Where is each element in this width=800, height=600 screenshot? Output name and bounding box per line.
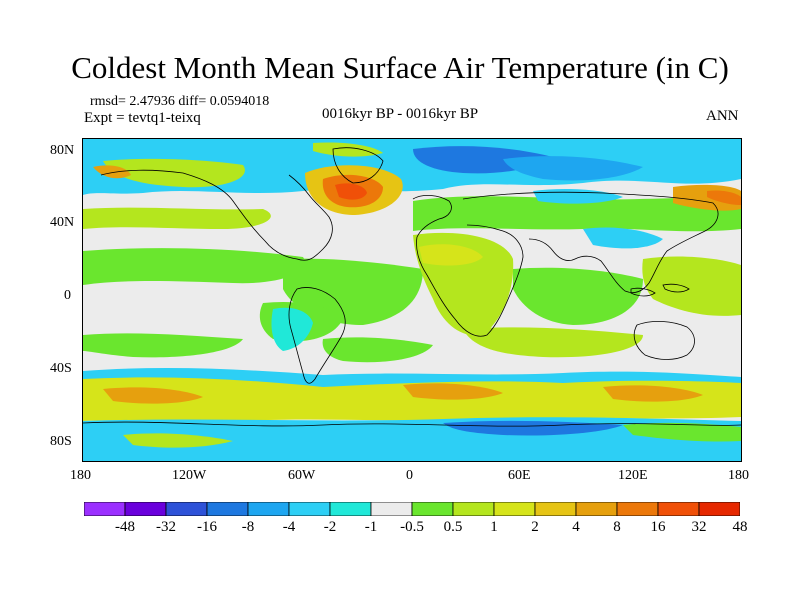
south-pacific-green bbox=[83, 333, 243, 358]
colorbar-label: -2 bbox=[323, 519, 337, 535]
colorbar-label: -16 bbox=[197, 519, 217, 535]
colorbar-box bbox=[247, 502, 290, 516]
coast-indonesia bbox=[630, 283, 690, 297]
colorbar-box bbox=[84, 502, 126, 516]
colorbar-box bbox=[698, 502, 740, 516]
map-panel bbox=[82, 138, 742, 462]
lon-tick-120w: 120W bbox=[172, 468, 207, 483]
colorbar-label: 8 bbox=[613, 519, 621, 535]
eurasia-green-band bbox=[413, 196, 741, 232]
sahara-green bbox=[419, 244, 483, 266]
colorbar-box bbox=[657, 502, 700, 516]
siberia-blue-patch bbox=[503, 156, 643, 181]
antarctica-green bbox=[623, 422, 741, 442]
arctic-cyan-band bbox=[83, 139, 741, 195]
season-label: ANN bbox=[706, 108, 739, 124]
colorbar-box bbox=[124, 502, 167, 516]
coast-asia bbox=[462, 191, 719, 293]
colorbar-label: 16 bbox=[650, 519, 666, 535]
antarctica-lower-green bbox=[123, 433, 233, 448]
colorbar-label: -32 bbox=[156, 519, 176, 535]
colorbar-box bbox=[616, 502, 659, 516]
experiment-label: Expt = tevtq1-teixq bbox=[84, 110, 201, 126]
lon-tick-0: 0 bbox=[406, 468, 413, 483]
lon-tick-180e: 180 bbox=[728, 468, 749, 483]
coast-greenland bbox=[332, 147, 384, 184]
lon-tick-180w: 180 bbox=[70, 468, 91, 483]
southern-ocean-orange-2 bbox=[403, 383, 503, 400]
coast-europe-africa bbox=[412, 195, 524, 337]
colorbar-box bbox=[165, 502, 208, 516]
southern-ocean-orange-3 bbox=[603, 385, 703, 402]
lat-tick-0: 0 bbox=[64, 288, 71, 303]
coast-antarctica bbox=[83, 421, 741, 427]
southern-ocean-warm bbox=[83, 377, 741, 422]
colorbar-box bbox=[452, 502, 495, 516]
colorbar bbox=[84, 502, 740, 516]
tropical-pacific-green bbox=[83, 248, 305, 285]
colorbar-label: -8 bbox=[241, 519, 255, 535]
colorbar-label: 1 bbox=[490, 519, 498, 535]
pacific-green-band bbox=[83, 207, 271, 229]
colorbar-box bbox=[411, 502, 454, 516]
temperature-map bbox=[83, 139, 741, 461]
south-indian-green bbox=[463, 327, 643, 358]
colorbar-box bbox=[534, 502, 577, 516]
lat-tick-80s: 80S bbox=[50, 434, 72, 449]
coast-north-america bbox=[100, 169, 333, 261]
maritime-warm bbox=[642, 256, 741, 316]
east-asia-cyan bbox=[583, 227, 663, 249]
colorbar-label: -0.5 bbox=[400, 519, 424, 535]
colorbar-label: -4 bbox=[282, 519, 296, 535]
colorbar-label: 48 bbox=[732, 519, 748, 535]
coast-south-america bbox=[288, 287, 346, 384]
plot-title: Coldest Month Mean Surface Air Temperatu… bbox=[71, 50, 729, 85]
lat-tick-40s: 40S bbox=[50, 361, 72, 376]
southern-ocean-orange bbox=[103, 387, 203, 404]
pacific-nw-core bbox=[707, 190, 741, 205]
colorbar-box bbox=[493, 502, 536, 516]
lat-tick-40n: 40N bbox=[50, 215, 75, 230]
south-america-cyan bbox=[271, 307, 313, 351]
colorbar-label: 0.5 bbox=[443, 519, 463, 535]
colorbar-label: 32 bbox=[691, 519, 707, 535]
colorbar-label: -48 bbox=[115, 519, 135, 535]
lat-tick-80n: 80N bbox=[50, 143, 75, 158]
lon-tick-60w: 60W bbox=[288, 468, 316, 483]
colorbar-label: 4 bbox=[572, 519, 580, 535]
colorbar-label: -1 bbox=[364, 519, 378, 535]
colorbar-box bbox=[329, 502, 372, 516]
coast-australia bbox=[633, 321, 695, 360]
coastlines bbox=[83, 147, 741, 427]
lon-tick-120e: 120E bbox=[618, 468, 648, 483]
colorbar-box bbox=[370, 502, 413, 516]
north-america-green bbox=[103, 158, 245, 188]
stats-label: rmsd= 2.47936 diff= 0.0594018 bbox=[90, 94, 270, 109]
colorbar-box bbox=[288, 502, 331, 516]
arctic-green-patch bbox=[313, 142, 383, 157]
alaska-orange bbox=[93, 165, 131, 179]
north-atlantic-core bbox=[335, 183, 367, 200]
colorbar-box bbox=[206, 502, 249, 516]
indian-ocean-green bbox=[513, 267, 643, 325]
south-atlantic-green bbox=[322, 337, 433, 363]
colorbar-box bbox=[575, 502, 618, 516]
lon-tick-60e: 60E bbox=[508, 468, 531, 483]
period-label: 0016kyr BP - 0016kyr BP bbox=[322, 106, 479, 122]
colorbar-label: 2 bbox=[531, 519, 539, 535]
